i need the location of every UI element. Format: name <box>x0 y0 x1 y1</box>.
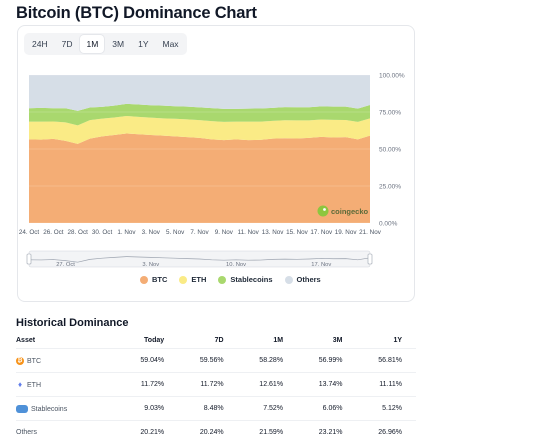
y-tick-label: 75.00% <box>379 110 401 117</box>
table-cell: 58.28% <box>238 349 297 373</box>
table-row-others: Others 20.21% 20.24% 21.59% 23.21% 26.96… <box>16 421 416 444</box>
legend-swatch-others <box>285 276 293 284</box>
x-tick-label: 19. Nov <box>335 229 358 236</box>
navigator-label: 3. Nov <box>142 262 159 268</box>
table-cell: 9.03% <box>119 397 178 421</box>
legend-label-stablecoins: Stablecoins <box>230 275 272 284</box>
y-tick-label: 25.00% <box>379 184 401 191</box>
coingecko-logo-eye-icon <box>323 208 326 211</box>
table-cell: 20.21% <box>119 421 178 444</box>
column-header-today: Today <box>119 332 178 349</box>
asset-cell-btc[interactable]: ₿BTC <box>16 349 119 373</box>
asset-cell-others: Others <box>16 421 119 444</box>
bitcoin-icon: ₿ <box>16 357 24 365</box>
legend-label-others: Others <box>297 275 321 284</box>
x-tick-label: 24. Oct <box>19 229 40 236</box>
navigator-left-handle <box>27 254 31 264</box>
x-tick-label: 26. Oct <box>43 229 64 236</box>
legend-item-btc[interactable]: BTC <box>140 275 167 284</box>
table-cell: 11.11% <box>357 373 417 397</box>
table-cell: 12.61% <box>238 373 297 397</box>
legend-swatch-btc <box>140 276 148 284</box>
x-tick-label: 9. Nov <box>215 229 234 236</box>
table-cell: 11.72% <box>178 373 237 397</box>
navigator-right-handle <box>368 254 372 264</box>
asset-name-eth: ETH <box>27 381 41 388</box>
area-series-others <box>29 75 370 111</box>
table-header-row: Asset Today 7D 1M 3M 1Y <box>16 332 416 349</box>
table-cell: 21.59% <box>238 421 297 444</box>
historical-dominance-title: Historical Dominance <box>16 317 128 329</box>
x-tick-label: 17. Nov <box>310 229 333 236</box>
table-cell: 59.56% <box>178 349 237 373</box>
navigator-label: 27. Oct <box>56 262 75 268</box>
legend-item-stablecoins[interactable]: Stablecoins <box>218 275 272 284</box>
legend-item-eth[interactable]: ETH <box>179 275 206 284</box>
legend-label-btc: BTC <box>152 275 167 284</box>
asset-cell-stablecoins[interactable]: Stablecoins <box>16 397 119 421</box>
table-cell: 7.52% <box>238 397 297 421</box>
legend-swatch-stablecoins <box>218 276 226 284</box>
table-row-stablecoins: Stablecoins 9.03% 8.48% 7.52% 6.06% 5.12… <box>16 397 416 421</box>
legend-swatch-eth <box>179 276 187 284</box>
table-row-btc: ₿BTC 59.04% 59.56% 58.28% 56.99% 56.81% <box>16 349 416 373</box>
column-header-asset: Asset <box>16 332 119 349</box>
table-cell: 11.72% <box>119 373 178 397</box>
column-header-7d: 7D <box>178 332 237 349</box>
table-cell: 6.06% <box>297 397 356 421</box>
x-tick-label: 13. Nov <box>262 229 285 236</box>
y-tick-label: 0.00% <box>379 221 398 228</box>
table-cell: 56.81% <box>357 349 417 373</box>
x-tick-label: 21. Nov <box>359 229 382 236</box>
y-tick-label: 50.00% <box>379 147 401 154</box>
y-tick-label: 100.00% <box>379 73 405 80</box>
x-tick-label: 30. Oct <box>92 229 113 236</box>
x-tick-label: 3. Nov <box>142 229 161 236</box>
table-cell: 26.96% <box>357 421 417 444</box>
navigator-label: 10. Nov <box>226 262 246 268</box>
x-tick-label: 7. Nov <box>190 229 209 236</box>
x-tick-label: 11. Nov <box>238 229 260 236</box>
table-cell: 59.04% <box>119 349 178 373</box>
table-cell: 56.99% <box>297 349 356 373</box>
x-tick-label: 5. Nov <box>166 229 185 236</box>
x-tick-label: 28. Oct <box>68 229 89 236</box>
table-cell: 5.12% <box>357 397 417 421</box>
x-tick-label: 15. Nov <box>286 229 309 236</box>
asset-name-btc: BTC <box>27 357 41 364</box>
column-header-1y: 1Y <box>357 332 417 349</box>
table-cell: 8.48% <box>178 397 237 421</box>
navigator-label: 17. Nov <box>311 262 331 268</box>
coingecko-logo-icon <box>318 206 329 217</box>
legend-label-eth: ETH <box>191 275 206 284</box>
asset-name-stablecoins: Stablecoins <box>31 405 67 412</box>
table-cell: 23.21% <box>297 421 356 444</box>
x-tick-label: 1. Nov <box>117 229 136 236</box>
table-cell: 13.74% <box>297 373 356 397</box>
stablecoins-icon <box>16 405 28 413</box>
asset-cell-eth[interactable]: ♦ETH <box>16 373 119 397</box>
column-header-3m: 3M <box>297 332 356 349</box>
column-header-1m: 1M <box>238 332 297 349</box>
chart-legend: BTC ETH Stablecoins Others <box>140 275 321 284</box>
legend-item-others[interactable]: Others <box>285 275 321 284</box>
table-cell: 20.24% <box>178 421 237 444</box>
historical-dominance-table: Asset Today 7D 1M 3M 1Y ₿BTC 59.04% 59.5… <box>16 332 416 444</box>
table-row-eth: ♦ETH 11.72% 11.72% 12.61% 13.74% 11.11% <box>16 373 416 397</box>
ethereum-icon: ♦ <box>16 381 24 389</box>
coingecko-watermark: coingecko <box>331 207 369 216</box>
